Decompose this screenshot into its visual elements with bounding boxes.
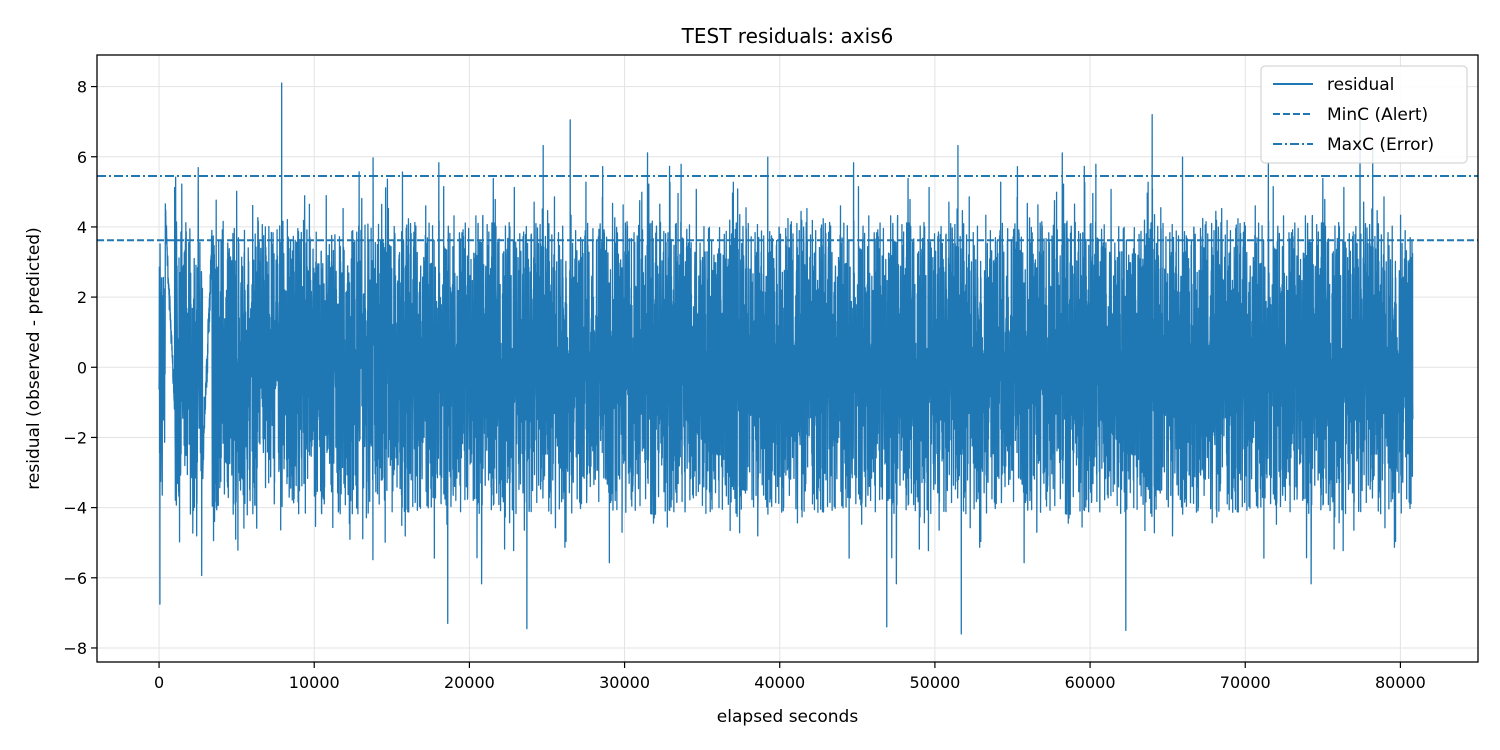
y-tick-label: −4 <box>63 499 87 518</box>
y-tick-label: 4 <box>77 218 87 237</box>
y-axis-title: residual (observed - predicted) <box>24 227 44 489</box>
x-axis-title: elapsed seconds <box>717 707 859 727</box>
x-tick-label: 80000 <box>1375 673 1426 692</box>
y-tick-label: 6 <box>77 148 87 167</box>
x-tick-label: 30000 <box>599 673 650 692</box>
plot-area <box>97 82 1478 635</box>
legend-box <box>1260 65 1468 164</box>
x-tick-label: 50000 <box>909 673 960 692</box>
y-tick-label: −6 <box>63 569 87 588</box>
y-tick-label: 2 <box>77 288 87 307</box>
x-axis-ticks: 0 10000 20000 30000 40000 50000 60000 70000 8000… <box>154 662 1426 692</box>
x-tick-label: 10000 <box>289 673 340 692</box>
legend-label-minc: MinC (Alert) <box>1327 105 1428 125</box>
chart-title: TEST residuals: axis6 <box>681 24 894 48</box>
axes-frame <box>96 54 1479 663</box>
x-tick-label: 0 <box>154 673 164 692</box>
y-tick-label: −8 <box>63 639 87 658</box>
y-axis-ticks: −8 −6 −4 −2 0 2 4 6 8 <box>63 78 97 658</box>
y-tick-label: −2 <box>63 428 87 447</box>
y-tick-label: 0 <box>77 358 87 377</box>
legend-label-maxc: MaxC (Error) <box>1327 135 1434 155</box>
legend: residual MinC (Alert) MaxC (Error) <box>1260 65 1468 164</box>
x-tick-label: 60000 <box>1065 673 1116 692</box>
y-tick-label: 8 <box>77 78 87 97</box>
residual-line <box>158 82 1414 635</box>
x-tick-label: 20000 <box>444 673 495 692</box>
x-tick-label: 40000 <box>754 673 805 692</box>
legend-label-residual: residual <box>1327 75 1394 95</box>
x-tick-label: 70000 <box>1220 673 1271 692</box>
